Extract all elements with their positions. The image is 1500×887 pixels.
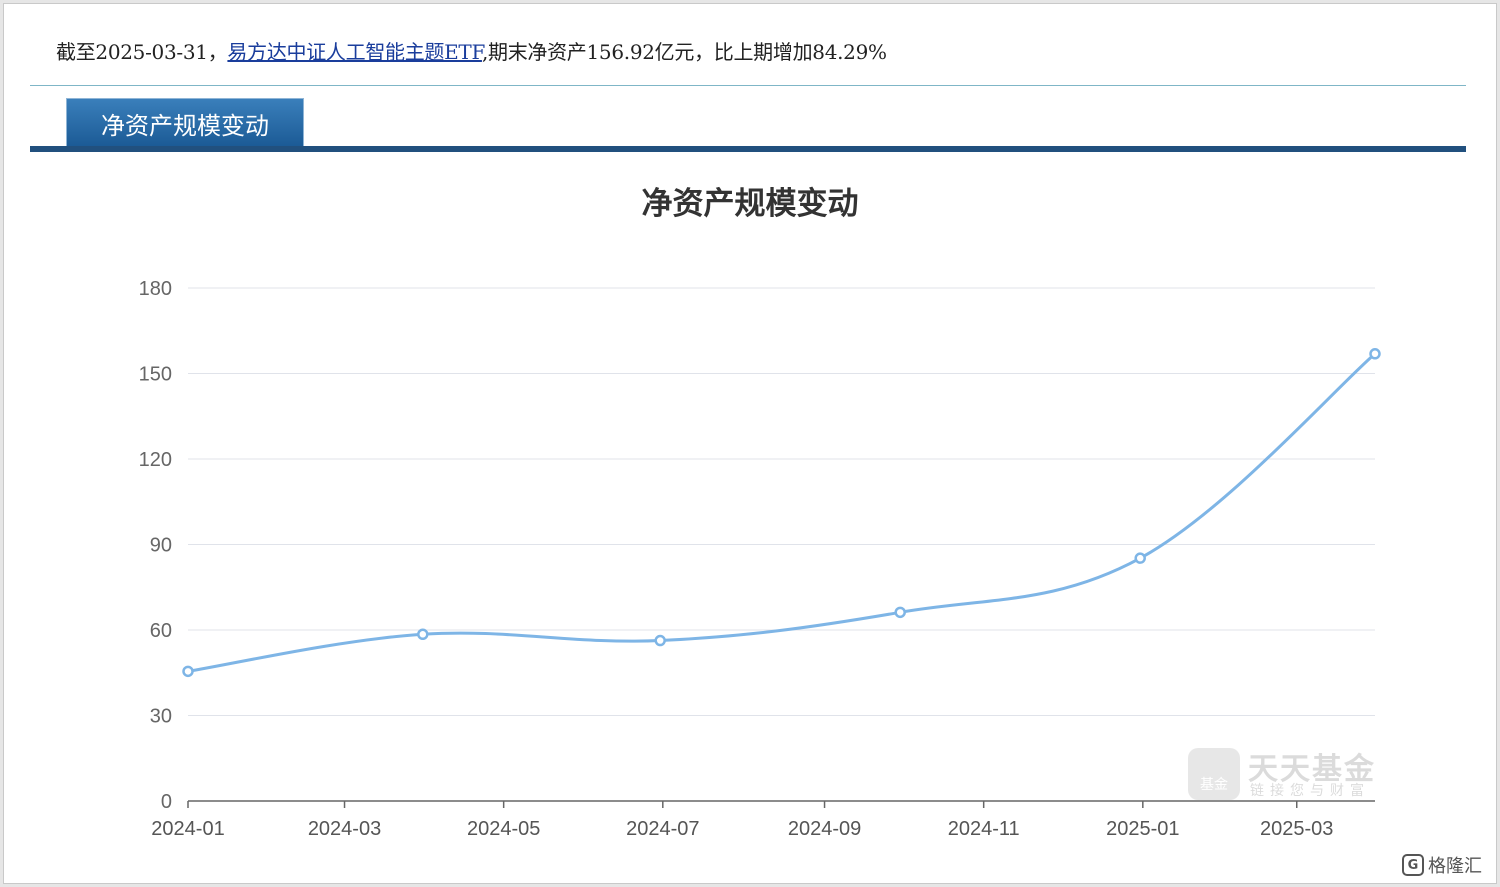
- data-point: [1134, 552, 1146, 564]
- series-line: [187, 352, 1376, 673]
- y-tick-label: 0: [161, 791, 172, 813]
- data-point: [654, 634, 666, 647]
- watermark-brand: 天天基金: [1248, 752, 1376, 787]
- x-tick-label: 2025-01: [1106, 818, 1179, 840]
- x-tick-label: 2024-05: [467, 818, 540, 840]
- fund-link[interactable]: 易方达中证人工智能主题ETF: [227, 40, 482, 64]
- corner-logo-icon: G: [1402, 854, 1424, 876]
- x-tick-label: 2024-09: [788, 818, 861, 840]
- summary-text: 截至2025-03-31，易方达中证人工智能主题ETF,期末净资产156.92亿…: [56, 36, 887, 65]
- watermark-slogan: 链接您与财富: [1250, 783, 1370, 799]
- y-tick-label: 60: [150, 620, 172, 642]
- separator-line: [30, 85, 1466, 86]
- y-tick-label: 30: [150, 706, 172, 728]
- x-tick-label: 2025-03: [1260, 818, 1333, 840]
- data-point: [1369, 348, 1381, 360]
- y-tick-label: 120: [139, 449, 172, 471]
- watermark-badge: 基金: [1188, 748, 1240, 800]
- data-point: [417, 628, 429, 641]
- x-tick-label: 2024-03: [308, 818, 381, 840]
- chart-title: 净资产规模变动: [641, 186, 859, 222]
- data-point: [894, 606, 906, 619]
- x-tick-label: 2024-07: [626, 818, 699, 840]
- y-tick-label: 150: [139, 364, 172, 386]
- x-tick-label: 2024-01: [151, 818, 224, 840]
- tab-underline: [30, 146, 1466, 152]
- watermark: 基金 天天基金 链接您与财富: [1188, 742, 1378, 802]
- x-tick-label: 2024-11: [948, 818, 1020, 840]
- tab-bar: 净资产规模变动: [30, 96, 1466, 154]
- data-point: [182, 665, 194, 678]
- summary-suffix: ,期末净资产156.92亿元，比上期增加84.29%: [481, 40, 887, 64]
- y-tick-label: 180: [139, 278, 172, 300]
- corner-logo: G 格隆汇: [1402, 852, 1482, 878]
- corner-logo-text: 格隆汇: [1428, 856, 1482, 877]
- summary-prefix: 截至2025-03-31，: [56, 40, 228, 64]
- y-tick-label: 90: [150, 535, 172, 557]
